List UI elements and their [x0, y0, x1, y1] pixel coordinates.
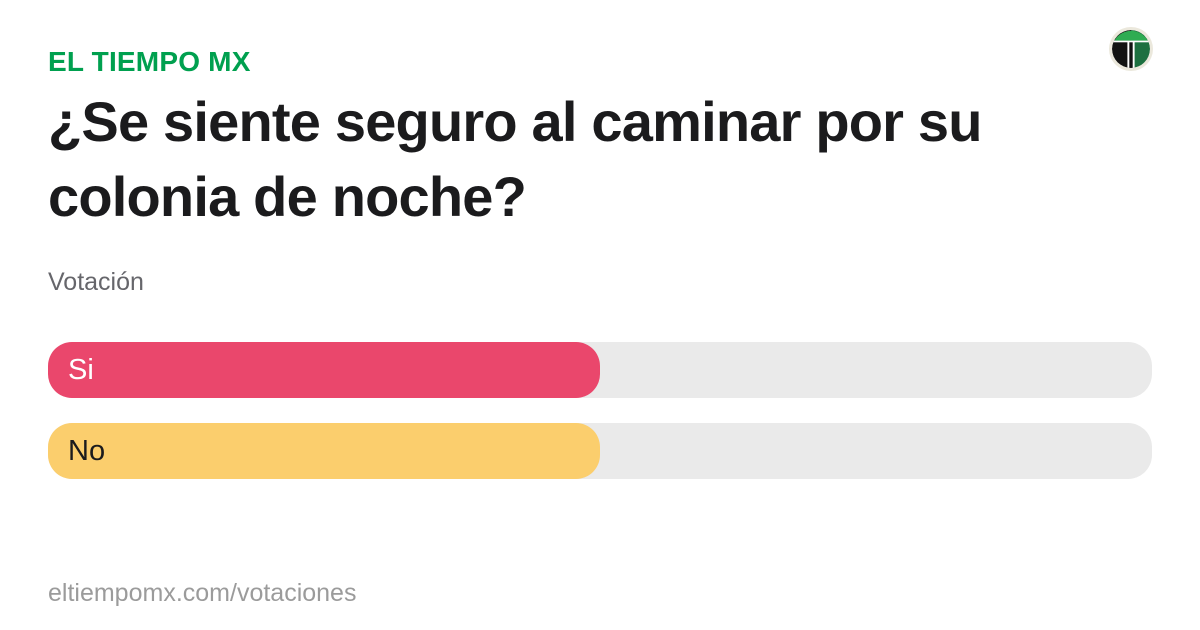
poll-option-si-bar: Si — [48, 342, 600, 398]
site-url: eltiempomx.com/votaciones — [48, 579, 357, 607]
poll-options: Si No — [48, 342, 1152, 504]
poll-question-title: ¿Se siente seguro al caminar por su colo… — [48, 90, 982, 228]
poll-option-no-bar: No — [48, 423, 600, 479]
el-tiempo-logo-icon — [1109, 27, 1153, 71]
poll-option-si[interactable]: Si — [48, 342, 1152, 398]
section-label: Votación — [48, 268, 144, 296]
poll-option-no[interactable]: No — [48, 423, 1152, 479]
brand-label: EL TIEMPO MX — [48, 46, 251, 77]
poll-option-si-label: Si — [68, 353, 94, 386]
poll-option-no-label: No — [68, 434, 106, 467]
